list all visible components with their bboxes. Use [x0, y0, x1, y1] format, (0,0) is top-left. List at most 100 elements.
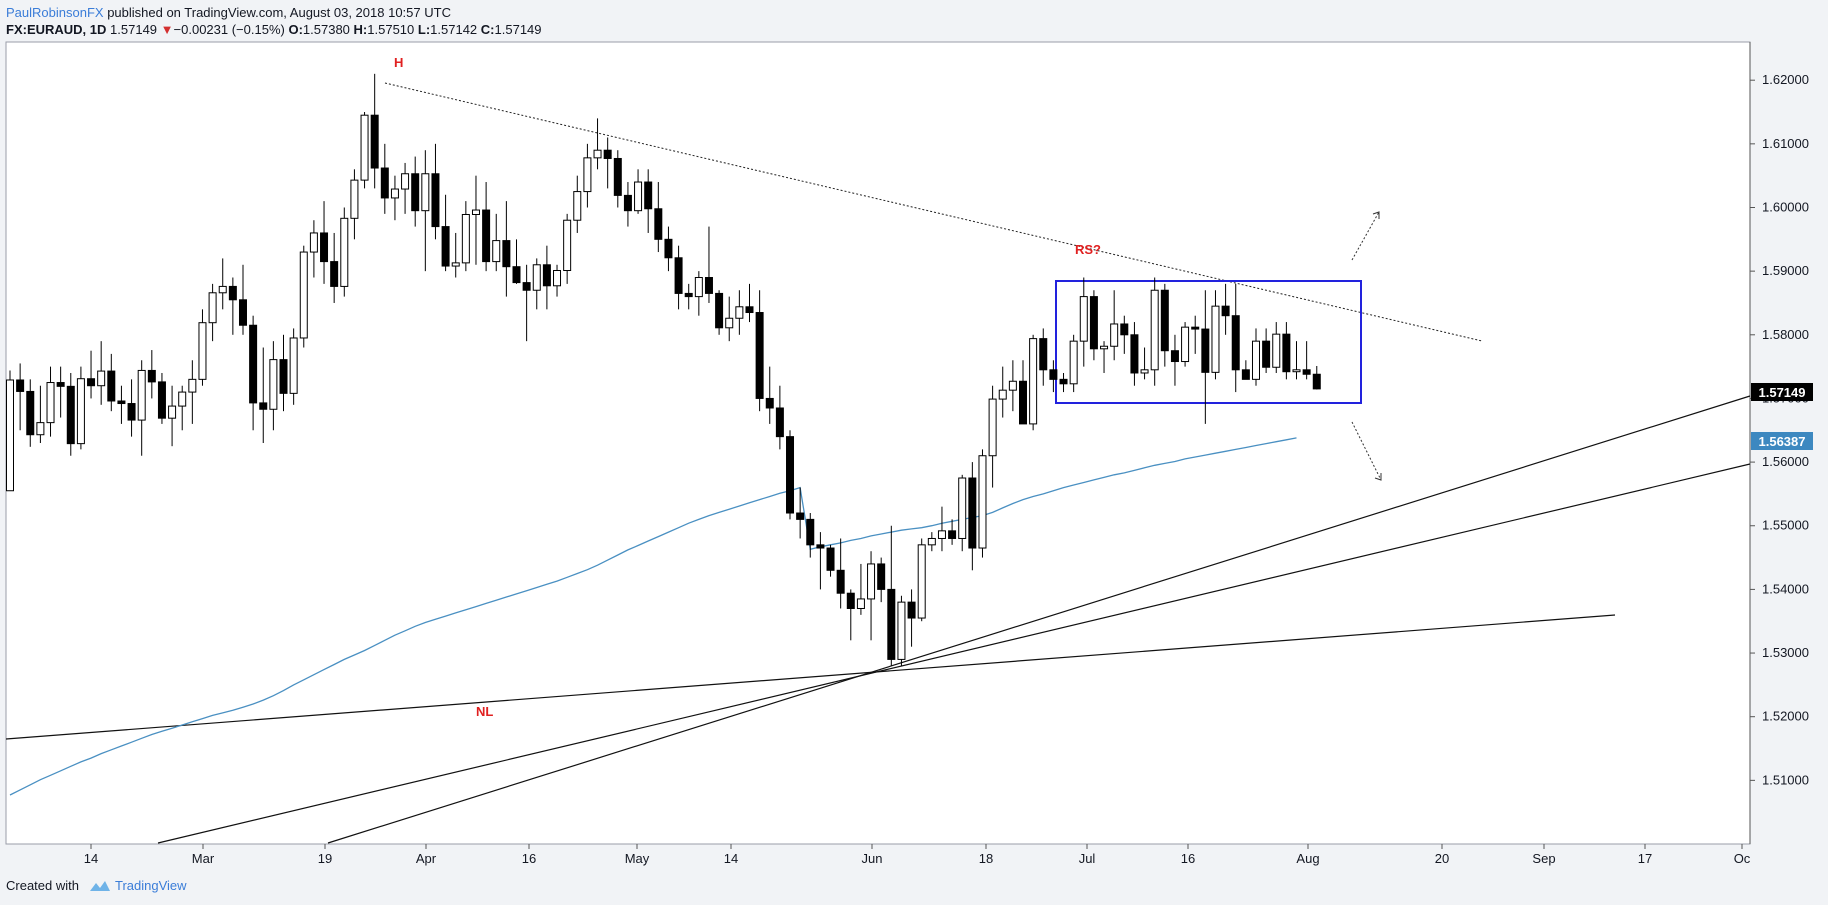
candle[interactable] [775, 385, 784, 450]
candle[interactable] [1089, 290, 1098, 361]
candle[interactable] [238, 264, 247, 335]
tradingview-link[interactable]: TradingView [114, 878, 187, 893]
candle[interactable] [674, 245, 683, 310]
candle[interactable] [228, 277, 237, 335]
candle[interactable] [1039, 328, 1048, 386]
candle[interactable] [644, 169, 653, 233]
candle[interactable] [1019, 360, 1027, 425]
candle[interactable] [249, 315, 258, 431]
candle[interactable] [1150, 277, 1159, 386]
candle[interactable] [56, 366, 65, 418]
support-trendline-steep[interactable] [327, 395, 1751, 844]
candle[interactable] [664, 226, 673, 272]
candle[interactable] [1079, 277, 1088, 367]
candle[interactable] [1100, 341, 1109, 373]
candle[interactable] [26, 379, 35, 447]
candle[interactable] [867, 551, 876, 641]
candle[interactable] [1211, 290, 1220, 380]
candle[interactable] [998, 366, 1007, 418]
candle[interactable] [421, 150, 430, 272]
candle[interactable] [330, 232, 339, 303]
candle[interactable] [380, 143, 389, 214]
plot-area[interactable] [5, 41, 1751, 845]
breakout-down-arrow[interactable] [1351, 421, 1382, 481]
candle[interactable] [269, 341, 278, 431]
candle[interactable] [937, 506, 946, 552]
candle[interactable] [492, 213, 501, 272]
candle[interactable] [634, 169, 643, 214]
candle[interactable] [978, 449, 987, 558]
candle[interactable] [502, 201, 511, 297]
candle[interactable] [147, 350, 156, 399]
candle[interactable] [309, 220, 318, 278]
candle[interactable] [1049, 360, 1058, 393]
annotation-right-shoulder[interactable]: RS? [1075, 242, 1101, 257]
candle[interactable] [715, 290, 724, 335]
candle[interactable] [522, 264, 531, 342]
candle[interactable] [6, 370, 14, 492]
candle[interactable] [816, 532, 825, 590]
candle[interactable] [623, 182, 632, 227]
candle[interactable] [1059, 372, 1068, 393]
candle[interactable] [1110, 290, 1119, 361]
candle[interactable] [107, 353, 116, 412]
candle[interactable] [593, 118, 602, 170]
candle[interactable] [1262, 328, 1271, 373]
candle[interactable] [1221, 283, 1230, 335]
candle[interactable] [654, 182, 663, 253]
candle[interactable] [745, 283, 754, 323]
candle[interactable] [755, 290, 764, 412]
candle[interactable] [1181, 322, 1190, 367]
breakout-up-arrow[interactable] [1351, 211, 1380, 261]
candle[interactable] [512, 239, 521, 284]
candle[interactable] [188, 360, 197, 424]
candle[interactable] [704, 226, 713, 303]
candle[interactable] [917, 538, 926, 622]
candle[interactable] [299, 245, 308, 348]
candle[interactable] [532, 258, 541, 310]
candle[interactable] [1241, 360, 1250, 380]
candle[interactable] [259, 347, 268, 443]
candle[interactable] [218, 258, 227, 310]
candle[interactable] [441, 194, 450, 272]
candle[interactable] [360, 112, 369, 189]
candle[interactable] [482, 182, 491, 272]
candle[interactable] [1008, 360, 1017, 412]
candle[interactable] [76, 366, 85, 450]
candle[interactable] [137, 360, 146, 456]
candle[interactable] [1170, 334, 1179, 386]
candle[interactable] [948, 519, 957, 545]
candle[interactable] [765, 366, 774, 424]
candle[interactable] [1312, 365, 1321, 390]
candle[interactable] [208, 283, 217, 342]
candle[interactable] [46, 366, 55, 437]
candle[interactable] [471, 175, 480, 265]
candle[interactable] [887, 525, 896, 666]
candle[interactable] [157, 372, 166, 424]
candle[interactable] [806, 513, 815, 558]
candle[interactable] [988, 385, 997, 488]
candle[interactable] [836, 538, 845, 609]
candle[interactable] [735, 290, 744, 335]
candle[interactable] [401, 162, 410, 214]
candle[interactable] [684, 283, 693, 310]
annotation-neckline[interactable]: NL [476, 704, 493, 719]
neckline-trendline[interactable] [5, 614, 1616, 740]
price-axis[interactable]: 1.620001.610001.600001.590001.580001.570… [1750, 72, 1809, 787]
candle[interactable] [694, 271, 703, 316]
candle[interactable] [431, 143, 440, 240]
candle[interactable] [573, 175, 582, 233]
candle[interactable] [877, 557, 886, 603]
candle[interactable] [856, 563, 865, 615]
time-axis[interactable]: 14 Mar 19 Apr 16 May 14 Jun 18 Jul 16 Aug 20 Sep 17 Oc [84, 844, 1751, 866]
candle[interactable] [1140, 347, 1149, 380]
candle[interactable] [1231, 283, 1240, 393]
candle[interactable] [1120, 315, 1129, 354]
candle[interactable] [390, 175, 399, 221]
candle[interactable] [725, 296, 734, 342]
candle[interactable] [279, 334, 288, 412]
annotation-head[interactable]: H [394, 55, 403, 70]
candle[interactable] [36, 385, 45, 443]
candle[interactable] [786, 430, 795, 520]
